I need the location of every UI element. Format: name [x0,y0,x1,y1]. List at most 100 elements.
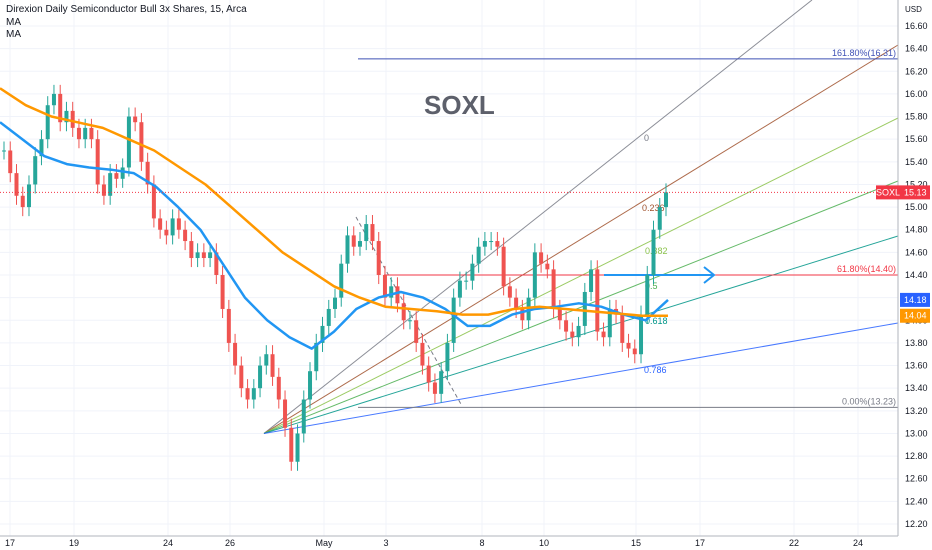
candle-body [426,365,431,383]
price-tick-label: 16.00 [905,89,928,99]
candle-body [351,235,356,247]
candle-body [64,110,69,123]
price-tick-label: 13.60 [905,361,928,371]
usd-label: USD [905,5,922,14]
price-tick-label: 12.60 [905,474,928,484]
price-badge-value: 14.18 [904,295,927,305]
candle-body [432,382,437,394]
time-tick-label: May [315,538,333,548]
time-tick-label: 24 [163,538,173,548]
candle-body [564,320,569,332]
fib-fan: 0 0.236 0.382 0.5 0.618 0.786 [263,0,899,434]
candle-body [289,427,294,462]
candle-body [95,139,100,185]
dashed-trend-line [355,216,463,407]
symbol-watermark: SOXL [424,90,495,120]
candle-body [76,127,81,140]
candle-body [589,269,594,292]
candle-body [482,241,487,247]
symbol-badge-label: SOXL [876,187,900,197]
candle-body [507,286,512,298]
candle-body [26,184,31,208]
candle-body [495,241,500,247]
price-badge [900,185,930,200]
candle-body [14,173,19,196]
price-tick-label: 16.40 [905,44,928,54]
candle-body [595,269,600,332]
indicator-label-ma-1[interactable]: MA [6,17,21,28]
candle-body [139,122,144,162]
chart-title: Direxion Daily Semiconductor Bull 3x Sha… [6,4,247,15]
candle-body [582,291,587,326]
candle-body [276,376,281,400]
candle-body [476,246,481,264]
fib-fan-label: 0.5 [645,281,658,291]
price-tick-label: 14.40 [905,270,928,280]
candle-body [245,388,250,400]
candle-body [151,184,156,219]
price-tick-label: 14.60 [905,247,928,257]
price-tick-label: 15.60 [905,134,928,144]
time-tick-label: 26 [225,538,235,548]
fib-fan-line [263,0,813,434]
price-tick-label: 12.40 [905,496,928,506]
candle-body [320,325,325,343]
price-tick-label: 14.80 [905,225,928,235]
time-tick-label: 22 [789,538,799,548]
candle-body [395,286,400,304]
time-tick-label: 17 [695,538,705,548]
fib-fan-label: 0.236 [642,203,665,213]
price-series [2,84,668,471]
candle-body [333,297,337,309]
price-badge [900,292,930,307]
price-tick-label: 16.60 [905,21,928,31]
price-tick-label: 13.40 [905,383,928,393]
fib-fan-line [263,235,899,434]
candle-body [2,150,6,152]
candle-body [8,150,13,174]
candle-body [389,286,394,298]
candle-body [108,173,113,196]
time-tick-label: 24 [853,538,863,548]
symbol-badge [876,185,900,200]
candle-body [632,348,637,355]
indicator-label-ma-2[interactable]: MA [6,29,21,40]
candle-body [439,371,444,394]
candle-body [89,127,94,140]
candle-body [339,263,344,298]
candle-body [58,93,63,123]
candle-body [201,252,206,259]
candle-body [520,308,525,321]
candle-body [651,229,656,275]
candle-body [357,241,362,247]
price-badges: SOXL 15.13 14.18 14.04 [876,185,930,323]
fib-level-label: 161.80%(16.31) [832,48,896,58]
candle-body [657,207,662,230]
candle-body [133,116,138,123]
candle-body [645,275,650,315]
candle-body [20,195,25,208]
candle-body [314,342,319,372]
candle-body [170,218,175,236]
fib-fan-label: 0.618 [645,316,668,326]
fib-retracement: 161.80%(16.31) 61.80%(14.40) 0.00%(13.23) [358,48,898,408]
time-tick-label: 15 [631,538,641,548]
candle-body [158,218,163,230]
price-tick-label: 12.20 [905,519,928,529]
fib-fan-line [263,117,899,434]
candle-body [114,173,119,179]
ma-line-orange [0,87,668,317]
candle-body [39,139,44,157]
fib-fan-line [263,322,899,434]
candle-body [258,365,263,389]
candle-body [70,110,75,128]
fib-level-label: 61.80%(14.40) [837,264,896,274]
time-tick-label: 10 [539,538,549,548]
candle-body [101,184,106,196]
candle-body [401,303,406,321]
candle-body [539,252,544,264]
fib-fan-line [263,180,899,434]
candle-body [283,399,288,428]
candle-body [195,252,200,259]
